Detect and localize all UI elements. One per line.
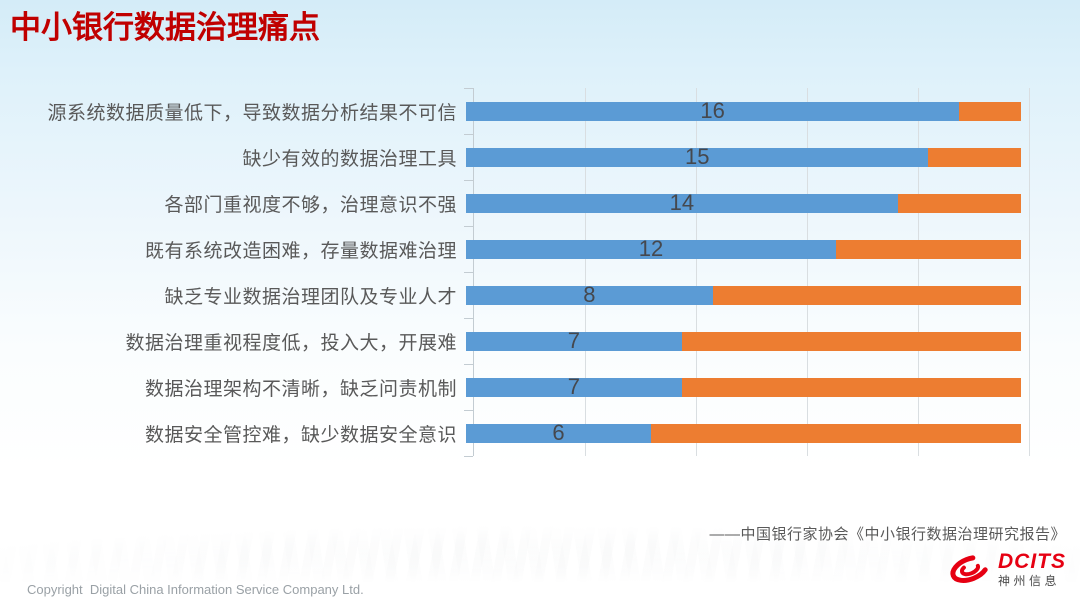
bar-segment-primary: 15 — [466, 144, 929, 169]
bar-segment-primary: 7 — [466, 328, 682, 353]
dcits-logo-icon — [950, 555, 990, 583]
bar-segment-remainder — [897, 193, 1021, 213]
gridline — [1029, 88, 1030, 456]
bar-segment-remainder — [836, 239, 1021, 259]
bar-track: 14 — [466, 190, 1021, 215]
axis-tick — [464, 272, 473, 273]
bar-segment-remainder — [712, 285, 1021, 305]
bar-track: 7 — [466, 374, 1021, 399]
value-label: 15 — [685, 144, 710, 169]
chart-row: 既有系统改造困难，存量数据难治理 12 — [0, 226, 1080, 272]
category-label: 源系统数据质量低下，导致数据分析结果不可信 — [47, 102, 457, 124]
axis-tick — [464, 364, 473, 365]
dcits-logo: DCITS 神州信息 — [947, 551, 1066, 587]
axis-tick — [464, 410, 473, 411]
page-title: 中小银行数据治理痛点 — [10, 10, 320, 45]
value-label: 12 — [638, 236, 664, 261]
value-label: 7 — [567, 328, 581, 353]
value-label: 7 — [567, 374, 581, 399]
value-label: 6 — [552, 420, 565, 445]
chart-row: 数据治理架构不清晰，缺乏问责机制 7 — [0, 364, 1080, 410]
category-label: 数据安全管控难，缺少数据安全意识 — [144, 424, 457, 446]
category-label: 缺少有效的数据治理工具 — [242, 148, 457, 170]
bar-segment-remainder — [681, 377, 1021, 397]
bar-track: 7 — [466, 328, 1021, 353]
value-label: 8 — [583, 282, 596, 307]
axis-tick — [464, 88, 473, 89]
bar-track: 8 — [466, 282, 1021, 307]
category-label: 缺乏专业数据治理团队及专业人才 — [164, 286, 457, 308]
chart-row: 各部门重视度不够，治理意识不强 14 — [0, 180, 1080, 226]
axis-tick — [464, 134, 473, 135]
value-label: 14 — [669, 190, 695, 215]
wave-decoration — [0, 466, 1080, 588]
logo-brand-text: DCITS — [998, 550, 1066, 573]
gridline — [918, 88, 919, 456]
category-label: 各部门重视度不够，治理意识不强 — [164, 194, 457, 216]
copyright-text: Copyright Digital China Information Serv… — [27, 582, 364, 597]
category-label: 既有系统改造困难，存量数据难治理 — [144, 240, 457, 262]
bar-segment-remainder — [681, 331, 1021, 351]
chart-row: 缺少有效的数据治理工具 15 — [0, 134, 1080, 180]
category-label: 数据治理架构不清晰，缺乏问责机制 — [144, 378, 457, 400]
bar-segment-remainder — [959, 101, 1021, 121]
logo-text: DCITS 神州信息 — [998, 551, 1066, 587]
axis-tick — [464, 226, 473, 227]
citation: ——中国银行家协会《中小银行数据治理研究报告》 — [709, 526, 1066, 543]
bar-segment-primary: 14 — [466, 190, 898, 215]
gridline — [807, 88, 808, 456]
bar-segment-primary: 6 — [466, 420, 651, 445]
logo-brand-cn: 神州信息 — [998, 574, 1061, 588]
plot-area — [464, 88, 1030, 457]
bar-segment-primary: 7 — [466, 374, 682, 399]
bar-segment-remainder — [928, 147, 1021, 167]
chart-row: 缺乏专业数据治理团队及专业人才 8 — [0, 272, 1080, 318]
chart-row: 数据安全管控难，缺少数据安全意识 6 — [0, 410, 1080, 456]
bar-segment-primary: 8 — [466, 282, 713, 307]
bar-segment-remainder — [650, 423, 1021, 443]
bar-segment-primary: 16 — [466, 98, 960, 123]
value-label: 16 — [700, 98, 725, 123]
category-label: 数据治理重视程度低，投入大，开展难 — [125, 332, 457, 354]
chart-rows: 源系统数据质量低下，导致数据分析结果不可信 16 缺少有效的数据治理工具 15 各部门重… — [0, 88, 1080, 456]
chart-row: 数据治理重视程度低，投入大，开展难 7 — [0, 318, 1080, 364]
axis-tick — [464, 180, 473, 181]
chart-row: 源系统数据质量低下，导致数据分析结果不可信 16 — [0, 88, 1080, 134]
gridline — [585, 88, 586, 456]
bar-chart: 源系统数据质量低下，导致数据分析结果不可信 16 缺少有效的数据治理工具 15 各部门重… — [0, 88, 1080, 457]
bar-segment-primary: 12 — [466, 236, 836, 261]
axis-tick — [464, 318, 473, 319]
gridline — [696, 88, 697, 456]
bar-track: 6 — [466, 420, 1021, 445]
bar-track: 16 — [466, 98, 1021, 123]
bar-track: 15 — [466, 144, 1021, 169]
bar-track: 12 — [466, 236, 1021, 261]
axis-tick — [464, 456, 473, 457]
